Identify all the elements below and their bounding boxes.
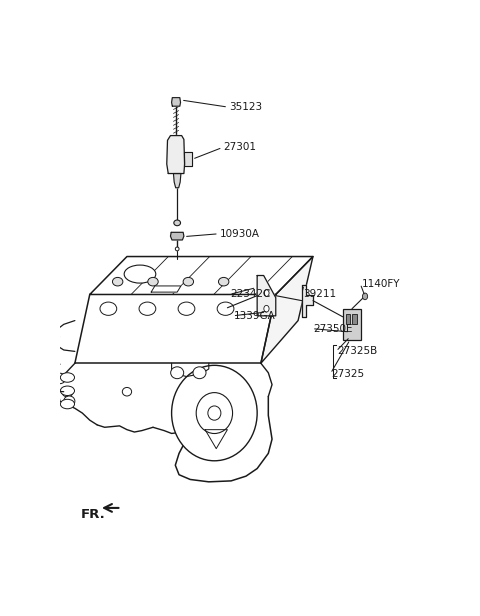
Ellipse shape bbox=[196, 392, 233, 434]
Ellipse shape bbox=[100, 302, 117, 315]
Ellipse shape bbox=[172, 365, 257, 461]
Ellipse shape bbox=[60, 373, 74, 382]
Ellipse shape bbox=[171, 367, 184, 379]
Ellipse shape bbox=[62, 386, 73, 397]
Polygon shape bbox=[184, 152, 192, 166]
Polygon shape bbox=[170, 232, 184, 240]
Polygon shape bbox=[90, 256, 313, 294]
Text: 39211: 39211 bbox=[303, 288, 336, 299]
Text: FR.: FR. bbox=[81, 508, 105, 521]
Ellipse shape bbox=[174, 220, 180, 225]
Text: 1140FY: 1140FY bbox=[361, 278, 400, 288]
Ellipse shape bbox=[49, 323, 60, 330]
Text: 35123: 35123 bbox=[229, 102, 263, 112]
Bar bbox=[352, 314, 357, 324]
Ellipse shape bbox=[60, 399, 74, 409]
Ellipse shape bbox=[124, 265, 156, 283]
Text: 22342C: 22342C bbox=[230, 290, 271, 299]
Ellipse shape bbox=[60, 386, 74, 395]
Text: 1339GA: 1339GA bbox=[234, 311, 276, 321]
Circle shape bbox=[264, 290, 269, 296]
Ellipse shape bbox=[139, 302, 156, 315]
Text: 27350E: 27350E bbox=[313, 323, 352, 334]
Polygon shape bbox=[261, 256, 313, 363]
Ellipse shape bbox=[175, 247, 179, 251]
Polygon shape bbox=[167, 136, 185, 174]
Polygon shape bbox=[205, 430, 228, 448]
Polygon shape bbox=[302, 285, 313, 317]
Ellipse shape bbox=[218, 277, 229, 286]
Bar bbox=[346, 314, 350, 324]
Ellipse shape bbox=[64, 396, 75, 407]
Text: 27325: 27325 bbox=[332, 369, 365, 379]
Circle shape bbox=[362, 293, 368, 300]
Polygon shape bbox=[151, 286, 181, 292]
Ellipse shape bbox=[193, 367, 206, 379]
Ellipse shape bbox=[208, 406, 221, 420]
Bar bbox=[343, 309, 361, 339]
Ellipse shape bbox=[217, 302, 234, 315]
Polygon shape bbox=[172, 97, 180, 106]
Polygon shape bbox=[257, 275, 276, 316]
Text: 27301: 27301 bbox=[224, 142, 257, 152]
Ellipse shape bbox=[183, 277, 193, 286]
Circle shape bbox=[264, 306, 269, 312]
Ellipse shape bbox=[122, 387, 132, 396]
Ellipse shape bbox=[112, 277, 123, 286]
Polygon shape bbox=[173, 174, 181, 188]
Text: 10930A: 10930A bbox=[220, 229, 260, 239]
Ellipse shape bbox=[178, 302, 195, 315]
Ellipse shape bbox=[49, 333, 60, 340]
Ellipse shape bbox=[148, 277, 158, 286]
Ellipse shape bbox=[49, 344, 60, 351]
Ellipse shape bbox=[54, 373, 66, 384]
Text: 27325B: 27325B bbox=[337, 346, 377, 357]
